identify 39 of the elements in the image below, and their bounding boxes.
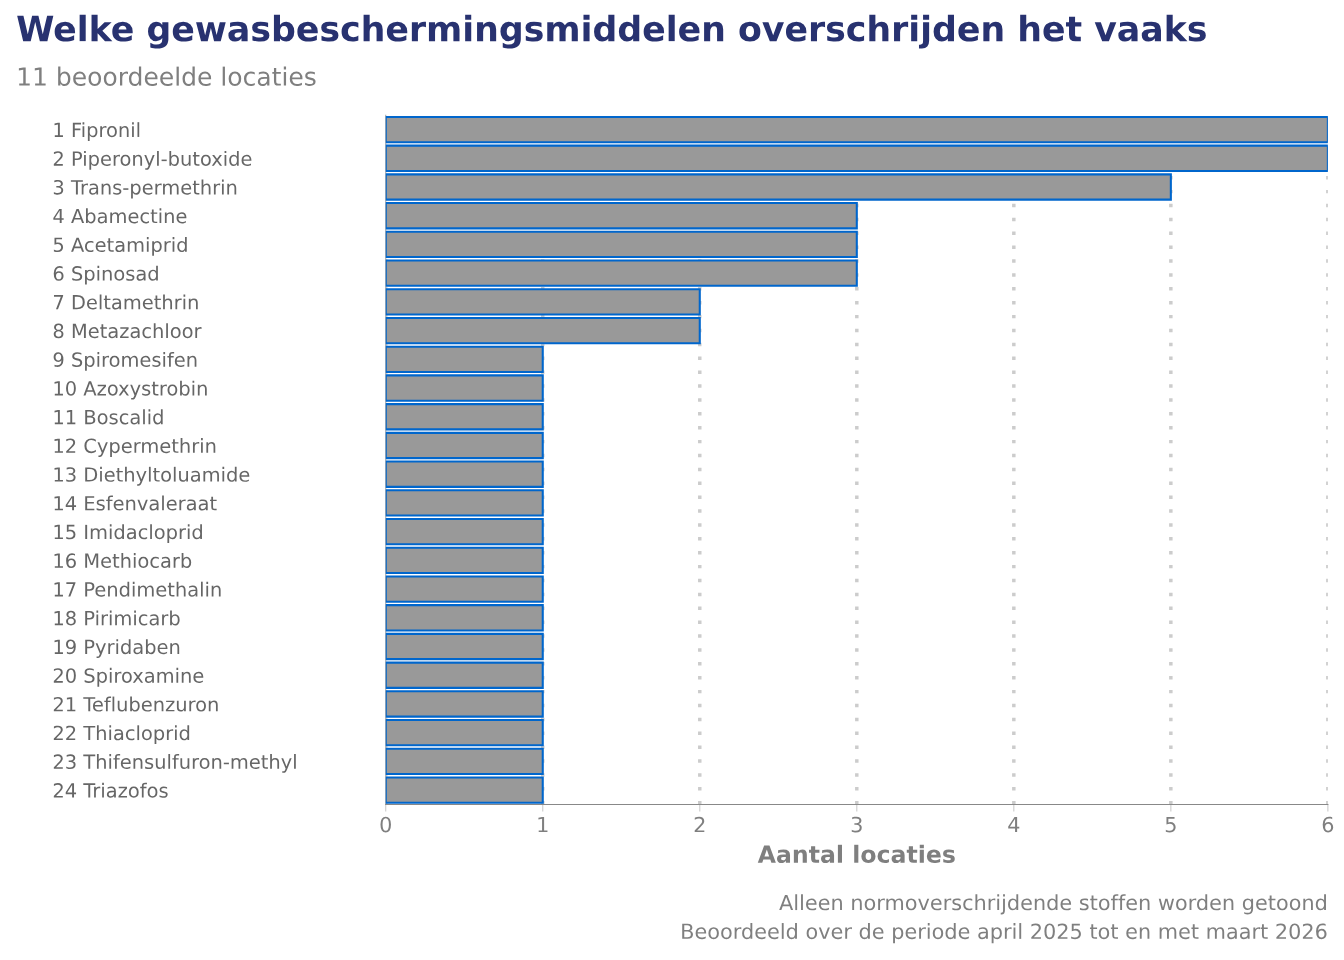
y-tick-label: 11 Boscalid bbox=[54, 409, 163, 425]
y-tick-label: 19 Pyridaben bbox=[54, 639, 180, 658]
y-tick-label: 24 Triazofos bbox=[53, 782, 168, 798]
y-tick-label: 7 Deltamethrin bbox=[53, 294, 198, 310]
y-tick-label: 10 Azoxystrobin bbox=[54, 380, 207, 400]
y-tick-label: 4 Abamectine bbox=[53, 208, 187, 224]
y-tick-label: 16 Methiocarb bbox=[54, 552, 192, 569]
y-tick-label: 17 Pendimethalin bbox=[54, 581, 221, 597]
text: 11 beoordeelde locaties bbox=[18, 66, 316, 86]
y-tick-label: 21 Teflubenzuron bbox=[53, 696, 218, 712]
x-tick-label: 0 bbox=[380, 816, 391, 833]
text: Alleen normoverschrijdende stoffen worden getoond bbox=[779, 894, 1326, 915]
y-tick-label: 15 Imidacloprid bbox=[54, 524, 202, 544]
y-tick-label: 20 Spiroxamine bbox=[53, 667, 204, 687]
bar bbox=[385, 632, 544, 661]
y-tick-label: 23 Thifensulfuron-methyl bbox=[53, 754, 296, 773]
y-tick-label: 3 Trans-permethrin bbox=[53, 179, 237, 199]
x-tick-label: 6 bbox=[1322, 816, 1334, 833]
y-tick-label: 14 Esfenvaleraat bbox=[54, 495, 217, 511]
x-tick-label: 2 bbox=[694, 816, 705, 833]
y-tick-label: 1 Fipronil bbox=[54, 122, 140, 141]
x-tick-label: 4 bbox=[1008, 816, 1020, 833]
y-tick-label: 22 Thiacloprid bbox=[53, 725, 190, 745]
y-tick-label: 8 Metazachloor bbox=[53, 323, 202, 339]
bar bbox=[385, 431, 544, 460]
x-tick-label: 3 bbox=[851, 816, 862, 833]
x-tick-label: 5 bbox=[1165, 816, 1176, 833]
y-tick-label: 6 Spinosad bbox=[53, 265, 158, 285]
chart-title: Welke gewasbeschermingsmiddelen overschrijden het vaaks bbox=[17, 14, 1206, 49]
y-tick-label: 18 Pirimicarb bbox=[54, 610, 180, 626]
y-tick-label: 2 Piperonyl-butoxide bbox=[53, 150, 252, 170]
y-tick-label: 9 Spiromesifen bbox=[53, 351, 197, 371]
y-tick-label: 5 Acetamiprid bbox=[53, 237, 187, 256]
x-axis-title: Aantal locaties bbox=[757, 844, 955, 864]
x-tick-label: 1 bbox=[538, 816, 548, 833]
y-tick-label: 12 Cypermethrin bbox=[54, 438, 216, 457]
bar bbox=[385, 115, 1328, 144]
y-tick-label: 13 Diethyltoluamide bbox=[54, 466, 250, 486]
text: Beoordeeld over de periode april 2025 tot en met maart 2026 bbox=[682, 923, 1327, 944]
